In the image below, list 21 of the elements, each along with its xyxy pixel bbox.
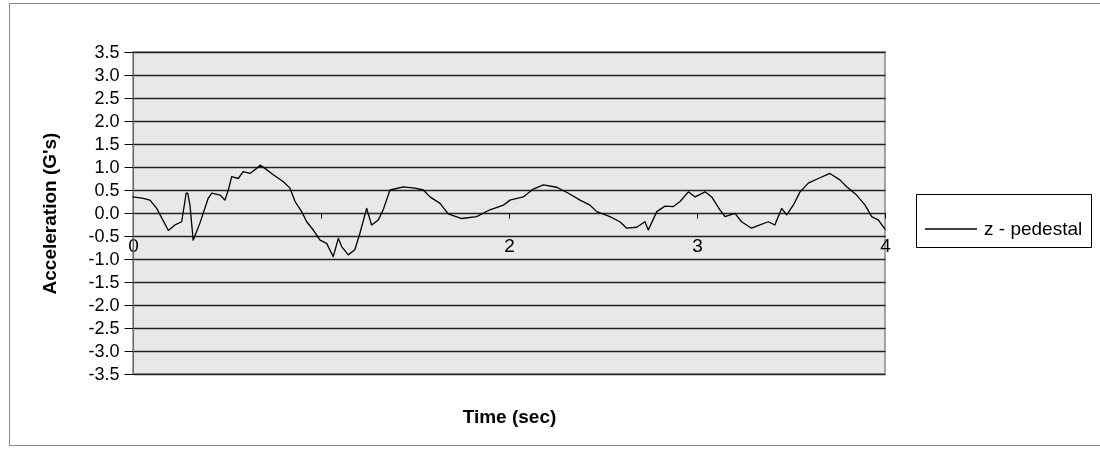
legend-label: z - pedestal <box>984 218 1083 239</box>
y-tick-label: 2.0 <box>94 110 120 131</box>
y-tick-label: -3.0 <box>88 340 120 361</box>
y-tick-label: -1.0 <box>88 248 120 269</box>
y-tick-label: 3.0 <box>94 64 120 85</box>
x-axis-title: Time (sec) <box>462 405 557 427</box>
y-tick-label: -1.5 <box>88 271 120 292</box>
y-tick-label: 2.5 <box>94 87 120 108</box>
y-tick-label: -0.5 <box>88 225 120 246</box>
x-tick-label: 3 <box>692 234 703 256</box>
y-tick-label: -2.0 <box>88 294 120 315</box>
x-tick-label: 2 <box>504 234 515 256</box>
y-tick-label: 0.0 <box>94 202 120 223</box>
x-tick-label: 4 <box>880 234 892 256</box>
y-tick-label: 1.0 <box>94 156 120 177</box>
y-tick-label: 0.5 <box>94 179 120 200</box>
y-tick-label: 1.5 <box>94 133 120 154</box>
y-axis-title: Acceleration (G's) <box>39 132 61 295</box>
y-tick-label: -2.5 <box>88 317 120 338</box>
y-tick-label: -3.5 <box>88 363 120 384</box>
y-tick-label: 3.5 <box>94 41 120 62</box>
